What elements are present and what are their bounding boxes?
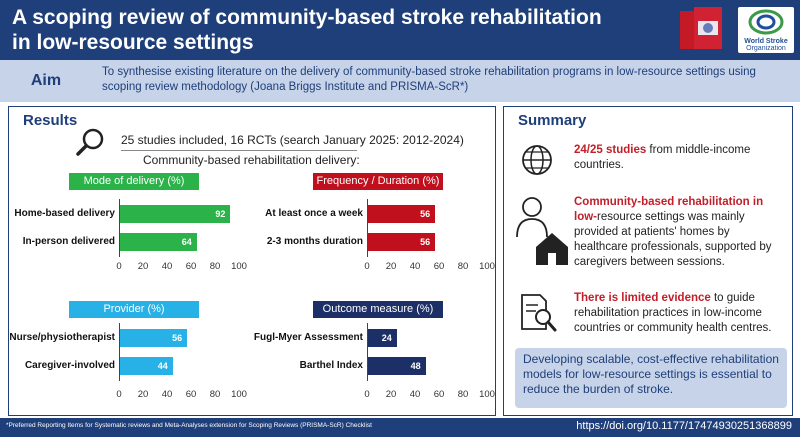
aim-row: Aim To synthesise existing literature on… [0,60,800,102]
bar-category-label: Home-based delivery [14,208,115,219]
bar: 92 [120,205,231,223]
magnifier-icon [76,128,104,156]
doi-link[interactable]: https://doi.org/10.1177/1747493025136889… [576,420,792,432]
header-bar: A scoping review of community-based stro… [0,0,800,60]
results-panel: Results 25 studies included, 16 RCTs (se… [8,106,496,416]
globe-icon [522,145,552,175]
axis-tick-label: 20 [385,261,397,272]
axis-tick-label: 80 [457,389,469,400]
bar-category-label: Caregiver-involved [24,360,115,371]
bar-value-label: 92 [215,209,226,219]
footer-bar: *Preferred Reporting Items for Systemati… [0,418,800,437]
axis-tick-label: 0 [116,261,122,272]
bar: 56 [368,205,436,223]
bar: 56 [368,233,436,251]
summary-item-2: Community-based rehabilitation in low-re… [574,195,786,270]
journal-cover-image [680,7,722,49]
summary-item-2-bold: Community-based rehabilitation in low- [574,196,764,223]
bar-category-label: Barthel Index [299,360,363,371]
delivery-heading: Community-based rehabilitation delivery: [143,153,360,167]
bar-value-label: 56 [420,237,431,247]
axis-tick-label: 80 [209,389,221,400]
chart-axis [119,323,120,381]
summary-item-3: There is limited evidence to guide rehab… [574,291,786,336]
bar-value-label: 56 [420,209,431,219]
chart-title: Outcome measure (%) [313,301,443,318]
summary-item-3-text: to guide rehabilitation practices in low… [574,292,772,334]
bar: 44 [120,357,173,375]
bar: 64 [120,233,197,251]
axis-tick-label: 0 [116,389,122,400]
axis-tick-label: 0 [364,389,370,400]
summary-item-1: 24/25 studies from middle-income countri… [574,143,784,173]
summary-item-1-text: from middle-income countries. [574,144,751,171]
axis-tick-label: 60 [185,261,197,272]
bar-category-label: Nurse/physiotherapist [9,332,115,343]
chart-axis [119,199,120,257]
bar: 48 [368,357,426,375]
axis-tick-label: 20 [385,389,397,400]
summary-item-3-bold: There is limited evidence [574,292,711,304]
summary-item-1-bold: 24/25 studies [574,144,647,156]
axis-tick-label: 40 [409,261,421,272]
chart-axis [367,323,368,381]
bar-value-label: 56 [172,333,183,343]
axis-tick-label: 80 [457,261,469,272]
axis-tick-label: 80 [209,261,221,272]
axis-tick-label: 60 [433,389,445,400]
document-search-icon [521,294,557,332]
axis-tick-label: 100 [479,261,495,272]
world-stroke-organization-logo: World Stroke Organization [738,7,794,53]
chart-title: Provider (%) [69,301,199,318]
bar: 56 [120,329,188,347]
wso-logo-text-1: World Stroke [744,38,788,45]
summary-heading: Summary [518,112,587,129]
chart-axis [367,199,368,257]
axis-tick-label: 0 [364,261,370,272]
bar-category-label: At least once a week [265,208,363,219]
axis-tick-label: 40 [409,389,421,400]
bar-value-label: 44 [157,361,168,371]
aim-label: Aim [30,72,62,89]
bar-category-label: In-person delivered [22,236,115,247]
axis-tick-label: 100 [479,389,495,400]
results-heading: Results [23,112,78,129]
bar: 24 [368,329,397,347]
wso-logo-text-2: Organization [746,45,786,52]
wso-brain-icon [748,9,784,35]
chart-title: Frequency / Duration (%) [313,173,443,190]
axis-tick-label: 100 [231,389,247,400]
bar-category-label: Fugl-Myer Assessment [253,332,363,343]
chart-title: Mode of delivery (%) [69,173,199,190]
bar-value-label: 48 [410,361,421,371]
healthcare-worker-home-icon [516,197,568,265]
conclusion-box: Developing scalable, cost-effective reha… [515,348,787,408]
divider [121,150,357,151]
aim-text: To synthesise existing literature on the… [102,66,756,93]
axis-tick-label: 20 [137,261,149,272]
axis-tick-label: 40 [161,261,173,272]
axis-tick-label: 60 [185,389,197,400]
bar-category-label: 2-3 months duration [266,236,363,247]
bar-value-label: 64 [181,237,192,247]
axis-tick-label: 100 [231,261,247,272]
axis-tick-label: 60 [433,261,445,272]
bar-value-label: 24 [381,333,392,343]
summary-item-2-text: resource settings was mainly provided at… [574,211,772,268]
axis-tick-label: 40 [161,389,173,400]
page-title: A scoping review of community-based stro… [12,6,602,54]
footnote: *Preferred Reporting Items for Systemati… [6,422,372,429]
studies-included-text: 25 studies included, 16 RCTs (search Jan… [121,133,464,147]
axis-tick-label: 20 [137,389,149,400]
